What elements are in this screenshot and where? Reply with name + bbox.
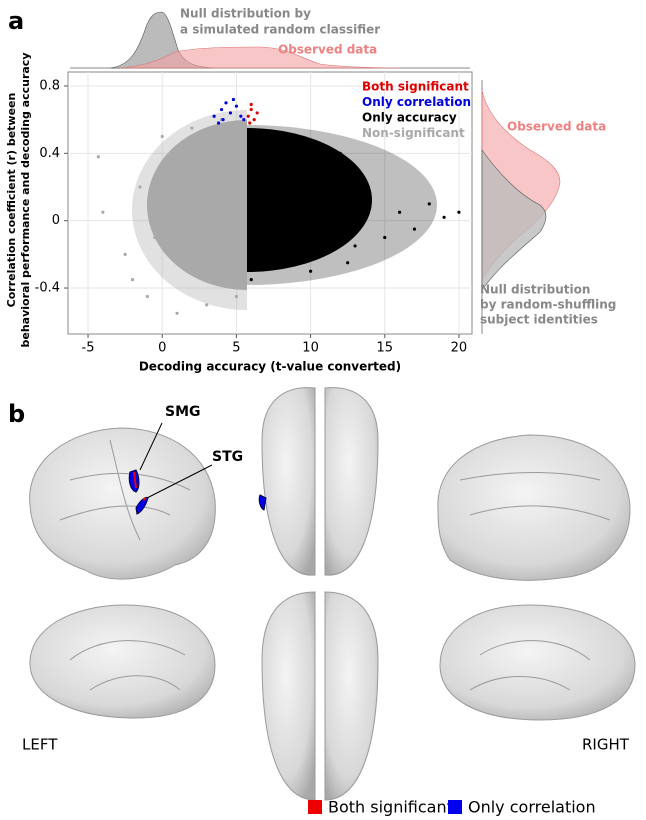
region-label: STG — [212, 449, 243, 465]
point-cloud — [132, 110, 437, 310]
annotation: Null distribution — [480, 283, 590, 297]
point — [205, 303, 209, 307]
point — [190, 126, 194, 130]
right-histogram — [481, 80, 561, 334]
point — [442, 215, 446, 219]
annotation: subject identities — [480, 313, 598, 327]
region-label: SMG — [165, 404, 201, 420]
point — [123, 252, 127, 256]
point — [383, 235, 387, 240]
annotation: Observed data — [278, 43, 377, 57]
point — [427, 202, 431, 206]
point — [249, 102, 253, 107]
point — [175, 311, 179, 315]
point — [160, 134, 164, 139]
legend-entry: Only correlation — [468, 798, 596, 817]
top-histogram — [70, 11, 470, 69]
point — [234, 294, 238, 299]
legend-entry: Non-significant — [362, 126, 465, 140]
point — [279, 134, 283, 139]
legend-entry: Only correlation — [362, 95, 471, 109]
point — [412, 227, 417, 231]
brain-highlights — [128, 422, 267, 515]
annotation: Null distribution by — [180, 7, 311, 21]
point — [353, 244, 357, 248]
y-tick-label: 0.8 — [39, 78, 60, 93]
point — [252, 118, 256, 122]
annotation: Observed data — [507, 120, 606, 134]
legend-entry: Both significant — [362, 80, 469, 94]
point — [221, 118, 225, 122]
point — [242, 118, 246, 122]
point — [323, 185, 328, 189]
point — [228, 111, 233, 115]
y-tick-label: -0.4 — [35, 281, 60, 296]
point — [227, 261, 231, 265]
panel-label: a — [8, 7, 24, 35]
y-tick-label: 0.4 — [39, 146, 60, 161]
y-axis-label: Correlation coefficient (r) between — [5, 93, 18, 308]
x-tick-label: -5 — [82, 341, 95, 356]
point — [212, 114, 216, 118]
point — [234, 104, 238, 108]
side-label: LEFT — [22, 736, 58, 754]
annotation: by random-shuffling — [480, 298, 616, 312]
legend-swatch — [308, 800, 322, 814]
x-tick-label: 15 — [376, 341, 393, 356]
point — [248, 121, 252, 125]
point — [212, 185, 216, 189]
point — [224, 101, 228, 105]
point — [239, 114, 243, 118]
point — [216, 121, 221, 125]
point — [249, 278, 253, 282]
point — [219, 107, 224, 112]
point — [130, 278, 135, 282]
point — [294, 202, 298, 206]
point — [308, 269, 313, 273]
point — [246, 114, 250, 118]
point — [368, 202, 372, 206]
point — [397, 210, 402, 214]
legend-entry: Both significant — [328, 798, 453, 817]
y-tick-label: 0 — [52, 213, 60, 228]
point — [249, 107, 253, 112]
point — [255, 111, 259, 115]
legend-entry: Only accuracy — [362, 111, 457, 125]
y-axis-label: behavioral performance and decoding accu… — [19, 53, 32, 348]
side-label: RIGHT — [582, 736, 630, 754]
x-tick-label: 10 — [302, 341, 319, 356]
point — [264, 168, 268, 172]
x-axis-label: Decoding accuracy (t-value converted) — [139, 360, 401, 374]
point — [346, 261, 350, 265]
point — [96, 155, 101, 159]
brain-renderings — [29, 387, 636, 801]
point — [101, 210, 105, 214]
pointer-line — [146, 464, 213, 499]
point — [145, 294, 149, 299]
point — [182, 202, 187, 206]
legend-swatch — [448, 800, 462, 814]
annotation: a simulated random classifier — [180, 23, 380, 37]
point — [338, 151, 342, 155]
x-tick-label: 20 — [451, 341, 468, 356]
point — [457, 210, 461, 214]
point — [231, 97, 236, 102]
x-tick-label: 5 — [232, 341, 240, 356]
point — [138, 185, 142, 189]
pointer-line — [139, 422, 163, 471]
point — [153, 235, 157, 240]
panel-label: b — [8, 400, 25, 428]
x-tick-label: 0 — [158, 341, 166, 356]
